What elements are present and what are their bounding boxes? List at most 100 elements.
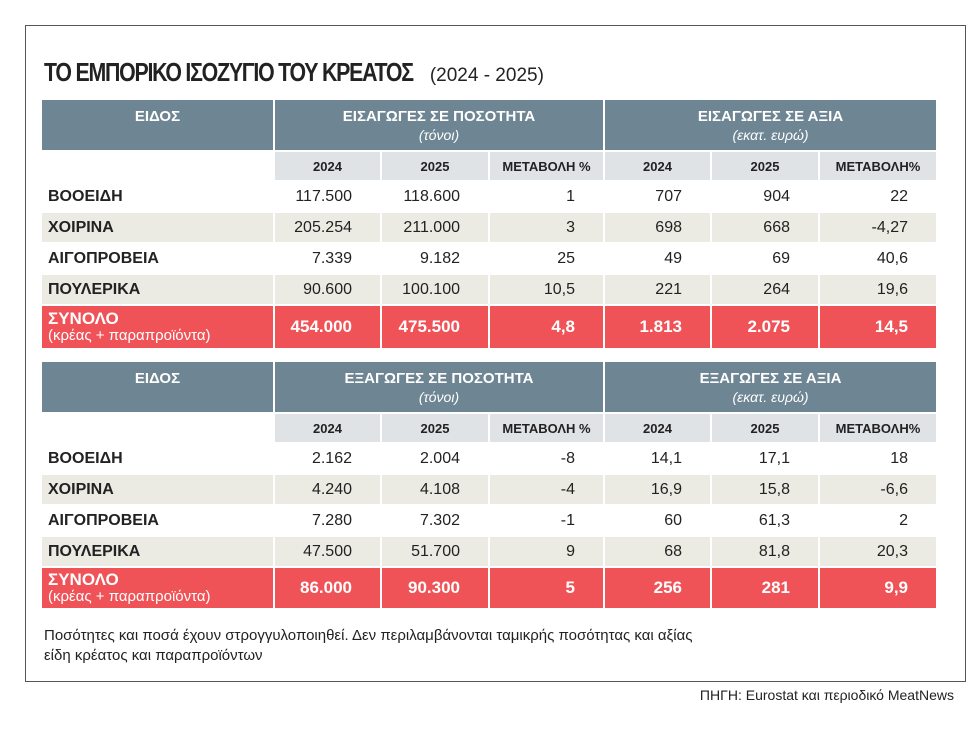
value-cell: 51.700	[382, 537, 490, 568]
value-cell: 7.302	[382, 506, 490, 537]
header-group-unit: (τόνοι)	[418, 389, 460, 405]
total-value: 256	[605, 568, 712, 610]
row-label: ΒΟΟΕΙΔΗ	[42, 182, 275, 213]
value-cell: 16,9	[605, 475, 712, 506]
value-cell: -4,27	[820, 213, 938, 244]
value-cell: 118.600	[382, 182, 490, 213]
value-cell: 707	[605, 182, 712, 213]
row-label: ΒΟΟΕΙΔΗ	[42, 444, 275, 475]
header-group: ΕΙΣΑΓΩΓΕΣ ΣΕ ΠΟΣΟΤΗΤΑ (τόνοι)	[275, 100, 605, 152]
subheader-cell: ΜΕΤΑΒΟΛΗ %	[490, 152, 605, 182]
header-label-text: ΕΙΔΟΣ	[134, 108, 181, 125]
total-value: 4,8	[490, 306, 605, 350]
subheader-cell: ΜΕΤΑΒΟΛΗ%	[820, 414, 938, 444]
value-cell: 3	[490, 213, 605, 244]
header-group-title: ΕΞΑΓΩΓΕΣ ΣΕ ΠΟΣΟΤΗΤΑ	[344, 370, 534, 387]
value-cell: 2.162	[275, 444, 382, 475]
value-cell: 61,3	[712, 506, 820, 537]
total-value: 9,9	[820, 568, 938, 610]
subheader-cell: 2025	[712, 414, 820, 444]
value-cell: 60	[605, 506, 712, 537]
total-value: 90.300	[382, 568, 490, 610]
value-cell: 68	[605, 537, 712, 568]
total-value: 14,5	[820, 306, 938, 350]
value-cell: -8	[490, 444, 605, 475]
header-label-text: ΕΙΔΟΣ	[134, 370, 181, 387]
footnote-line: είδη κρέατος και παραπροϊόντων	[44, 647, 263, 664]
header-group: ΕΞΑΓΩΓΕΣ ΣΕ ΠΟΣΟΤΗΤΑ (τόνοι)	[275, 362, 605, 414]
frame	[25, 25, 966, 682]
total-value: 454.000	[275, 306, 382, 350]
value-cell: 211.000	[382, 213, 490, 244]
value-cell: 668	[712, 213, 820, 244]
subheader-cell: 2025	[382, 152, 490, 182]
title-block: ΤΟ ΕΜΠΟΡΙΚΟ ΙΣΟΖΥΓΙΟ ΤΟΥ ΚΡΕΑΤΟΣ (2024 - …	[44, 57, 544, 88]
total-label: ΣΥΝΟΛΟ (κρέας + παραπροϊόντα)	[42, 568, 275, 610]
total-label-text: ΣΥΝΟΛΟ	[48, 309, 119, 328]
value-cell: 4.240	[275, 475, 382, 506]
value-cell: 9	[490, 537, 605, 568]
footnote-line: Ποσότητες και ποσά έχουν στρογγυλοποιηθε…	[44, 627, 693, 644]
source: ΠΗΓΗ: Eurostat και περιοδικό MeatNews	[699, 687, 954, 703]
row-label: ΠΟΥΛΕΡΙΚΑ	[42, 275, 275, 306]
total-value: 281	[712, 568, 820, 610]
subheader-cell: ΜΕΤΑΒΟΛΗ%	[820, 152, 938, 182]
value-cell: 117.500	[275, 182, 382, 213]
value-cell: 698	[605, 213, 712, 244]
value-cell: -6,6	[820, 475, 938, 506]
row-label: ΧΟΙΡΙΝΑ	[42, 475, 275, 506]
value-cell: 18	[820, 444, 938, 475]
value-cell: 15,8	[712, 475, 820, 506]
value-cell: 7.280	[275, 506, 382, 537]
value-cell: 47.500	[275, 537, 382, 568]
total-value: 86.000	[275, 568, 382, 610]
subheader-cell: 2024	[605, 414, 712, 444]
value-cell: 20,3	[820, 537, 938, 568]
total-value: 475.500	[382, 306, 490, 350]
value-cell: -1	[490, 506, 605, 537]
subheader-cell: 2025	[382, 414, 490, 444]
total-label: ΣΥΝΟΛΟ (κρέας + παραπροϊόντα)	[42, 306, 275, 350]
value-cell: 904	[712, 182, 820, 213]
header-group-title: ΕΙΣΑΓΩΓΕΣ ΣΕ ΠΟΣΟΤΗΤΑ	[342, 108, 536, 125]
value-cell: 22	[820, 182, 938, 213]
value-cell: 4.108	[382, 475, 490, 506]
total-note: (κρέας + παραπροϊόντα)	[48, 327, 211, 344]
total-value: 5	[490, 568, 605, 610]
header-group-unit: (εκατ. ευρώ)	[732, 127, 809, 143]
total-note: (κρέας + παραπροϊόντα)	[48, 588, 211, 605]
value-cell: 2.004	[382, 444, 490, 475]
header-label: ΕΙΔΟΣ	[42, 362, 275, 414]
value-cell: 49	[605, 244, 712, 275]
header-group-unit: (τόνοι)	[418, 127, 460, 143]
value-cell: 1	[490, 182, 605, 213]
value-cell: 10,5	[490, 275, 605, 306]
header-group-unit: (εκατ. ευρώ)	[732, 389, 809, 405]
value-cell: 7.339	[275, 244, 382, 275]
value-cell: 69	[712, 244, 820, 275]
value-cell: 19,6	[820, 275, 938, 306]
value-cell: 17,1	[712, 444, 820, 475]
header-group-title: ΕΞΑΓΩΓΕΣ ΣΕ ΑΞΙΑ	[699, 370, 842, 387]
value-cell: 90.600	[275, 275, 382, 306]
title-period: (2024 - 2025)	[429, 65, 544, 86]
value-cell: 100.100	[382, 275, 490, 306]
header-group: ΕΞΑΓΩΓΕΣ ΣΕ ΑΞΙΑ (εκατ. ευρώ)	[605, 362, 938, 414]
row-label: ΠΟΥΛΕΡΙΚΑ	[42, 537, 275, 568]
header-label: ΕΙΔΟΣ	[42, 100, 275, 152]
value-cell: -4	[490, 475, 605, 506]
total-value: 1.813	[605, 306, 712, 350]
value-cell: 2	[820, 506, 938, 537]
total-label-text: ΣΥΝΟΛΟ	[48, 570, 119, 589]
row-label: ΑΙΓΟΠΡΟΒΕΙΑ	[42, 506, 275, 537]
value-cell: 40,6	[820, 244, 938, 275]
value-cell: 9.182	[382, 244, 490, 275]
subheader-cell: ΜΕΤΑΒΟΛΗ %	[490, 414, 605, 444]
subheader-cell: 2024	[605, 152, 712, 182]
subheader-cell: 2025	[712, 152, 820, 182]
value-cell: 81,8	[712, 537, 820, 568]
value-cell: 221	[605, 275, 712, 306]
total-value: 2.075	[712, 306, 820, 350]
value-cell: 205.254	[275, 213, 382, 244]
